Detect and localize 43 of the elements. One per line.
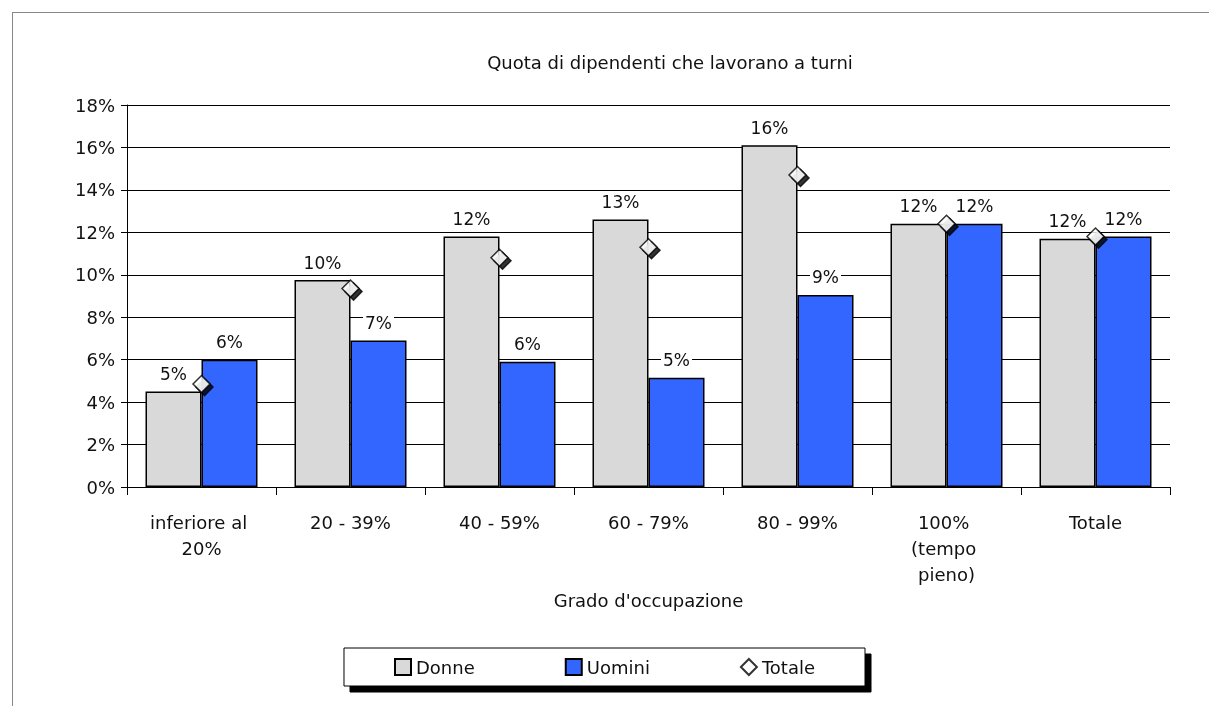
legend-label: Uomini [586, 656, 650, 678]
y-tick-label: 8% [86, 306, 115, 328]
x-tick-label: 80 - 99% [757, 511, 838, 533]
data-label: 5% [160, 364, 187, 384]
x-tick-label: inferiore al 20% [150, 511, 253, 559]
point [490, 248, 509, 268]
chart-title: Quota di dipendenti che lavorano a turni [487, 51, 853, 73]
x-tick-label: 100% (tempo pieno) [911, 511, 982, 585]
data-label: 12% [899, 196, 938, 217]
legend-label: Totale [760, 656, 816, 678]
x-tick-label: 60 - 79% [608, 511, 689, 533]
data-label: 13% [601, 192, 640, 213]
y-tick-label: 10% [74, 264, 115, 286]
point [639, 237, 658, 257]
data-label: 7% [365, 313, 392, 334]
data-label: 12% [1104, 209, 1143, 230]
data-label: 16% [750, 117, 789, 138]
y-tick-label: 0% [86, 476, 115, 498]
data-label: 9% [812, 267, 839, 288]
data-label: 12% [955, 196, 994, 217]
point [341, 279, 360, 298]
y-tick-label: 12% [74, 221, 115, 243]
data-label: 12% [452, 209, 491, 230]
data-label: 5% [663, 350, 690, 371]
data-label: 12% [1048, 211, 1087, 232]
x-tick-label: 40 - 59% [459, 511, 540, 533]
data-label: 6% [216, 332, 243, 353]
data-label: 6% [514, 334, 541, 355]
point [788, 165, 807, 185]
legend-label: Donne [416, 656, 475, 678]
x-axis-title: Grado d'occupazione [553, 590, 744, 612]
point [192, 374, 211, 394]
y-tick-label: 4% [86, 391, 115, 413]
y-tick-label: 14% [74, 179, 115, 201]
point [1086, 227, 1105, 246]
y-tick-label: 18% [74, 94, 115, 116]
x-tick-label: Totale [1067, 511, 1123, 533]
y-tick-label: 2% [86, 434, 115, 456]
y-tick-label: 16% [74, 136, 115, 158]
y-tick-label: 6% [86, 349, 115, 371]
x-tick-label: 20 - 39% [310, 511, 391, 533]
data-label: 10% [303, 252, 342, 273]
point [937, 214, 956, 234]
